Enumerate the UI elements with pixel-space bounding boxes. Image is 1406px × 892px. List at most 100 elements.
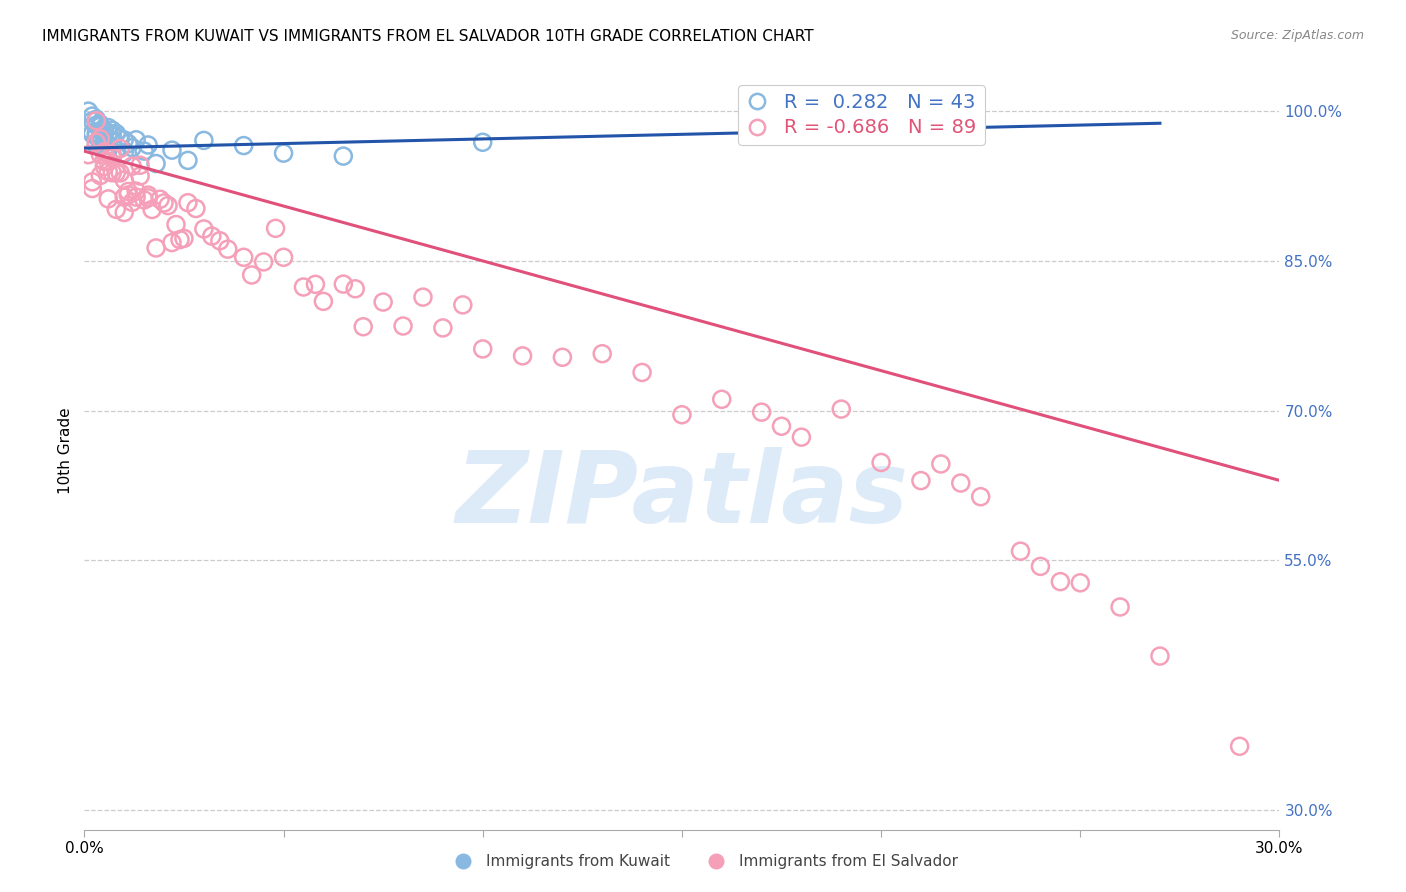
Point	[1049, 574, 1071, 589]
Point	[870, 455, 893, 469]
Point	[93, 123, 115, 137]
Point	[551, 351, 574, 365]
Point	[82, 175, 104, 189]
Point	[165, 218, 187, 232]
Point	[86, 113, 108, 128]
Point	[117, 185, 139, 199]
Point	[82, 113, 104, 128]
Point	[101, 151, 124, 165]
Point	[751, 405, 773, 419]
Point	[177, 153, 200, 168]
Point	[112, 133, 135, 147]
Text: IMMIGRANTS FROM KUWAIT VS IMMIGRANTS FROM EL SALVADOR 10TH GRADE CORRELATION CHA: IMMIGRANTS FROM KUWAIT VS IMMIGRANTS FRO…	[42, 29, 814, 44]
Point	[1109, 599, 1132, 614]
Point	[145, 241, 167, 255]
Point	[910, 474, 932, 488]
Point	[77, 122, 100, 136]
Point	[173, 231, 195, 245]
Point	[193, 133, 215, 147]
Point	[89, 169, 111, 183]
Point	[105, 166, 128, 180]
Point	[97, 154, 120, 169]
Point	[591, 347, 613, 361]
Point	[112, 205, 135, 219]
Point	[93, 160, 115, 174]
Point	[121, 195, 143, 210]
Point	[232, 250, 254, 264]
Point	[1029, 559, 1052, 574]
Point	[82, 109, 104, 123]
Point	[332, 277, 354, 292]
Point	[82, 181, 104, 195]
Point	[97, 138, 120, 153]
Point	[117, 136, 139, 151]
Point	[121, 159, 143, 173]
Point	[105, 143, 128, 157]
Point	[169, 233, 191, 247]
Point	[86, 137, 108, 152]
Point	[1149, 649, 1171, 664]
Point	[201, 229, 224, 244]
Point	[132, 144, 156, 158]
Point	[93, 145, 115, 159]
Point	[471, 342, 494, 356]
Point	[631, 366, 654, 380]
Point	[671, 408, 693, 422]
Point	[217, 242, 239, 256]
Point	[312, 294, 335, 309]
Point	[292, 280, 315, 294]
Point	[101, 166, 124, 180]
Point	[929, 457, 952, 471]
Point	[125, 184, 148, 198]
Point	[392, 318, 415, 333]
Point	[125, 133, 148, 147]
Point	[93, 154, 115, 169]
Y-axis label: 10th Grade: 10th Grade	[58, 407, 73, 494]
Point	[412, 290, 434, 304]
Point	[129, 158, 152, 172]
Point	[101, 123, 124, 137]
Point	[112, 145, 135, 160]
Point	[1010, 544, 1032, 558]
Point	[97, 192, 120, 206]
Point	[136, 188, 159, 202]
Point	[112, 190, 135, 204]
Point	[332, 149, 354, 163]
Text: ZIPatlas: ZIPatlas	[456, 448, 908, 544]
Point	[110, 142, 132, 156]
Point	[82, 127, 104, 141]
Point	[129, 169, 152, 183]
Point	[710, 392, 733, 407]
Point	[110, 131, 132, 145]
Point	[89, 136, 111, 150]
Point	[89, 119, 111, 133]
Point	[304, 277, 326, 292]
Point	[160, 143, 183, 157]
Point	[141, 202, 163, 217]
Point	[160, 235, 183, 250]
Point	[97, 120, 120, 135]
Point	[157, 198, 180, 212]
Point	[101, 135, 124, 149]
Point	[136, 191, 159, 205]
Point	[949, 476, 972, 491]
Point	[125, 190, 148, 204]
Point	[177, 195, 200, 210]
Point	[93, 128, 115, 142]
Point	[86, 126, 108, 140]
Point	[89, 129, 111, 144]
Point	[82, 126, 104, 140]
Point	[264, 221, 287, 235]
Point	[101, 127, 124, 141]
Point	[89, 117, 111, 131]
Point	[149, 192, 172, 206]
Point	[110, 166, 132, 180]
Point	[193, 222, 215, 236]
Legend: Immigrants from Kuwait, Immigrants from El Salvador: Immigrants from Kuwait, Immigrants from …	[441, 848, 965, 875]
Point	[344, 282, 367, 296]
Point	[86, 136, 108, 150]
Point	[112, 173, 135, 187]
Point	[93, 131, 115, 145]
Point	[273, 146, 295, 161]
Point	[208, 234, 231, 248]
